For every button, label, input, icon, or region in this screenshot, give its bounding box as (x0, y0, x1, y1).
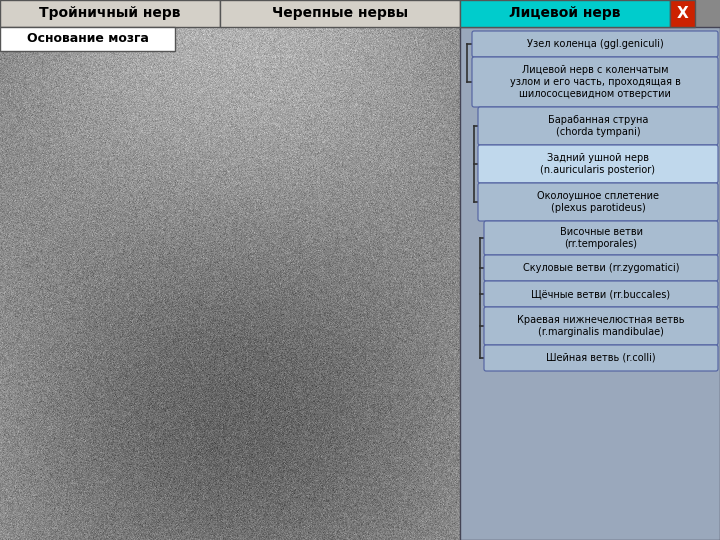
Text: Скуловые ветви (rr.zygomatici): Скуловые ветви (rr.zygomatici) (523, 263, 679, 273)
Text: Тройничный нерв: Тройничный нерв (40, 6, 181, 21)
Text: Лицевой нерв с коленчатым
узлом и его часть, проходящая в
шилососцевидном отверс: Лицевой нерв с коленчатым узлом и его ча… (510, 65, 680, 99)
Text: Височные ветви
(rr.temporales): Височные ветви (rr.temporales) (559, 227, 642, 249)
FancyBboxPatch shape (670, 0, 695, 27)
Text: Задний ушной нерв
(n.auricularis posterior): Задний ушной нерв (n.auricularis posteri… (541, 153, 655, 175)
FancyBboxPatch shape (460, 0, 670, 27)
Text: Черепные нервы: Черепные нервы (272, 6, 408, 21)
FancyBboxPatch shape (0, 27, 175, 51)
Text: Щёчные ветви (rr.buccales): Щёчные ветви (rr.buccales) (531, 289, 670, 299)
FancyBboxPatch shape (484, 345, 718, 371)
FancyBboxPatch shape (472, 31, 718, 57)
Text: Околоушное сплетение
(plexus parotideus): Околоушное сплетение (plexus parotideus) (537, 191, 659, 213)
FancyBboxPatch shape (484, 221, 718, 255)
Text: Барабанная струна
(chorda tympani): Барабанная струна (chorda tympani) (548, 115, 648, 137)
Text: X: X (677, 6, 688, 21)
FancyBboxPatch shape (0, 0, 220, 27)
FancyBboxPatch shape (484, 255, 718, 281)
FancyBboxPatch shape (478, 145, 718, 183)
FancyBboxPatch shape (484, 281, 718, 307)
FancyBboxPatch shape (478, 183, 718, 221)
Text: Краевая нижнечелюстная ветвь
(r.marginalis mandibulae): Краевая нижнечелюстная ветвь (r.marginal… (517, 315, 685, 337)
Text: Основание мозга: Основание мозга (27, 32, 148, 45)
FancyBboxPatch shape (220, 0, 460, 27)
FancyBboxPatch shape (460, 27, 720, 540)
FancyBboxPatch shape (484, 307, 718, 345)
Text: Лицевой нерв: Лицевой нерв (509, 6, 621, 21)
FancyBboxPatch shape (472, 57, 718, 107)
Text: Шейная ветвь (r.colli): Шейная ветвь (r.colli) (546, 353, 656, 363)
FancyBboxPatch shape (478, 107, 718, 145)
Text: Узел коленца (ggl.geniculi): Узел коленца (ggl.geniculi) (526, 39, 663, 49)
